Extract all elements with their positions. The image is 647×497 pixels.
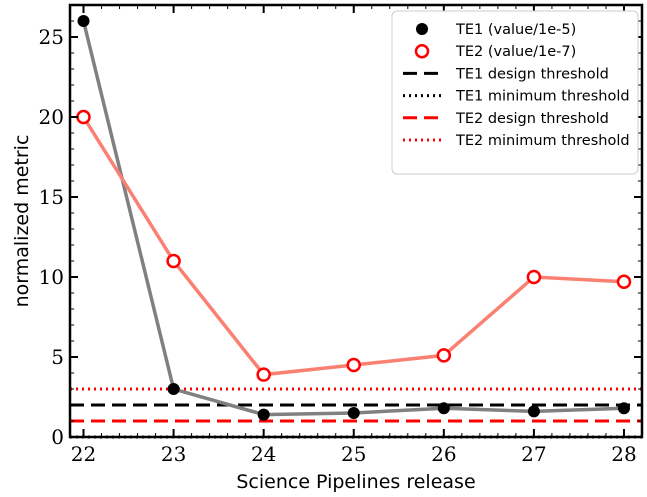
- series-1-point-6: [616, 274, 632, 290]
- series-0-point-5: [527, 405, 540, 418]
- x-axis-label: Science Pipelines release: [236, 471, 475, 493]
- series-0-point-4: [437, 402, 450, 415]
- x-tick-label-1: 23: [161, 442, 186, 466]
- series-1-point-5: [526, 269, 542, 285]
- series-1-point-2: [256, 367, 271, 382]
- x-tick-label-5: 27: [521, 442, 546, 466]
- y-tick-label-2: 10: [39, 265, 64, 289]
- x-tick-label-3: 25: [341, 442, 366, 466]
- legend-box: [391, 10, 639, 175]
- series-0-point-0: [77, 15, 90, 27]
- x-tick-label-4: 26: [431, 442, 456, 466]
- series-1-point-3: [346, 357, 361, 373]
- series-0-point-6: [617, 402, 630, 415]
- series-0-point-1: [167, 383, 180, 395]
- legend-label-3: TE1 minimum threshold: [455, 89, 630, 105]
- legend: TE1 (value/1e-5) TE2 (value/1e-7) TE1 desi…: [391, 10, 639, 175]
- legend-label-0: TE1 (value/1e-5): [455, 22, 576, 38]
- series-1-point-0: [76, 109, 91, 125]
- y-axis-label: normalized metric: [11, 135, 33, 308]
- legend-label-5: TE2 minimum threshold: [455, 133, 630, 149]
- y-tick-label-3: 15: [39, 185, 64, 209]
- y-tick-label-0: 0: [51, 425, 64, 449]
- legend-label-2: TE1 design threshold: [455, 66, 609, 82]
- series-0-point-2: [257, 408, 270, 421]
- y-tick-label-5: 25: [39, 25, 64, 49]
- y-tick-label-4: 20: [39, 105, 64, 129]
- series-1-point-4: [436, 348, 452, 363]
- x-tick-label-6: 28: [611, 442, 636, 466]
- legend-marker-1: [414, 43, 430, 59]
- x-tick-label-2: 24: [251, 442, 276, 466]
- legend-label-4: TE2 design threshold: [455, 111, 609, 127]
- y-tick-label-1: 5: [51, 345, 64, 369]
- legend-label-1: TE2 (value/1e-7): [455, 44, 576, 60]
- legend-marker-0: [416, 23, 428, 35]
- series-1-point-1: [166, 253, 181, 269]
- series-0-point-3: [347, 407, 360, 419]
- x-tick-label-0: 22: [71, 442, 96, 466]
- plot-frame: [68, 3, 644, 439]
